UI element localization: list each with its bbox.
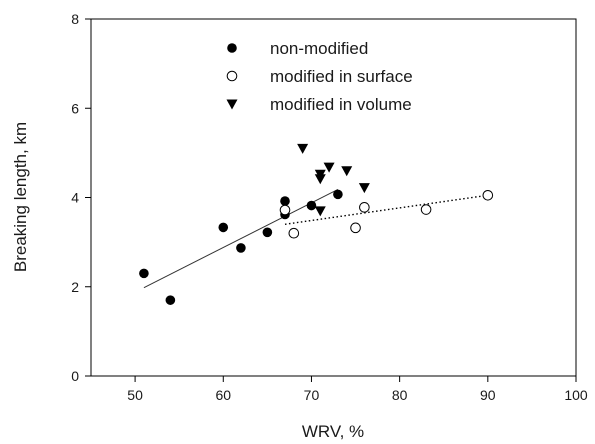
x-tick-label: 80 [392, 387, 408, 403]
y-tick-label: 6 [71, 100, 79, 116]
x-axis-title: WRV, % [302, 422, 364, 441]
legend-marker-open-circle [226, 70, 238, 82]
legend-label: non-modified [270, 39, 368, 58]
legend-marker-shape [226, 99, 238, 110]
data-point [297, 143, 309, 154]
plot-area [90, 18, 577, 377]
y-tick-label: 4 [71, 190, 79, 206]
data-point [420, 204, 432, 215]
data-point [358, 183, 370, 194]
x-tick-label: 50 [127, 387, 143, 403]
data-point [139, 268, 149, 279]
data-point [306, 200, 317, 211]
data-point [165, 295, 176, 305]
data-point [314, 206, 326, 217]
y-tick-label: 0 [71, 368, 79, 384]
y-tick-label: 2 [71, 279, 79, 295]
series-non-modified [139, 189, 343, 305]
data-point [279, 204, 291, 216]
legend-marker-filled-circle [227, 43, 237, 53]
data-point [314, 174, 326, 185]
data-point [333, 189, 343, 200]
x-tick-label: 70 [304, 387, 320, 403]
data-point [323, 162, 335, 173]
legend-marker-shape [227, 43, 237, 53]
trendline-non-modified [143, 189, 339, 289]
x-tick-label: 100 [564, 387, 588, 403]
trendline-modified-in-surface [284, 194, 488, 225]
data-point [341, 166, 353, 177]
x-axis-ticks: 50 60 70 80 90 100 [127, 376, 588, 403]
x-tick-label: 90 [480, 387, 496, 403]
legend-item-non-modified: non-modified [227, 39, 368, 58]
legend-item-modified-in-volume: modified in volume [226, 95, 412, 114]
series-modified-in-volume [297, 143, 370, 217]
legend: non-modified modified in surface modifie… [226, 39, 413, 114]
legend-marker-filled-triangle-down [226, 99, 238, 110]
series-modified-in-surface [279, 189, 494, 239]
data-point [218, 222, 229, 233]
data-point [236, 243, 246, 253]
data-point [482, 189, 494, 201]
data-point [288, 227, 300, 239]
trendlines [143, 189, 488, 289]
data-points [139, 143, 494, 305]
data-point [359, 202, 370, 213]
y-axis-title: Breaking length, km [11, 122, 30, 272]
data-point [280, 196, 290, 206]
legend-item-modified-in-surface: modified in surface [226, 67, 413, 86]
y-tick-label: 8 [71, 11, 79, 27]
legend-label: modified in volume [270, 95, 412, 114]
data-point [350, 222, 361, 234]
legend-marker-shape [226, 70, 238, 82]
x-tick-label: 60 [215, 387, 231, 403]
data-point [262, 227, 273, 238]
legend-label: modified in surface [270, 67, 413, 86]
y-axis-ticks: 0 2 4 6 8 [71, 11, 91, 384]
